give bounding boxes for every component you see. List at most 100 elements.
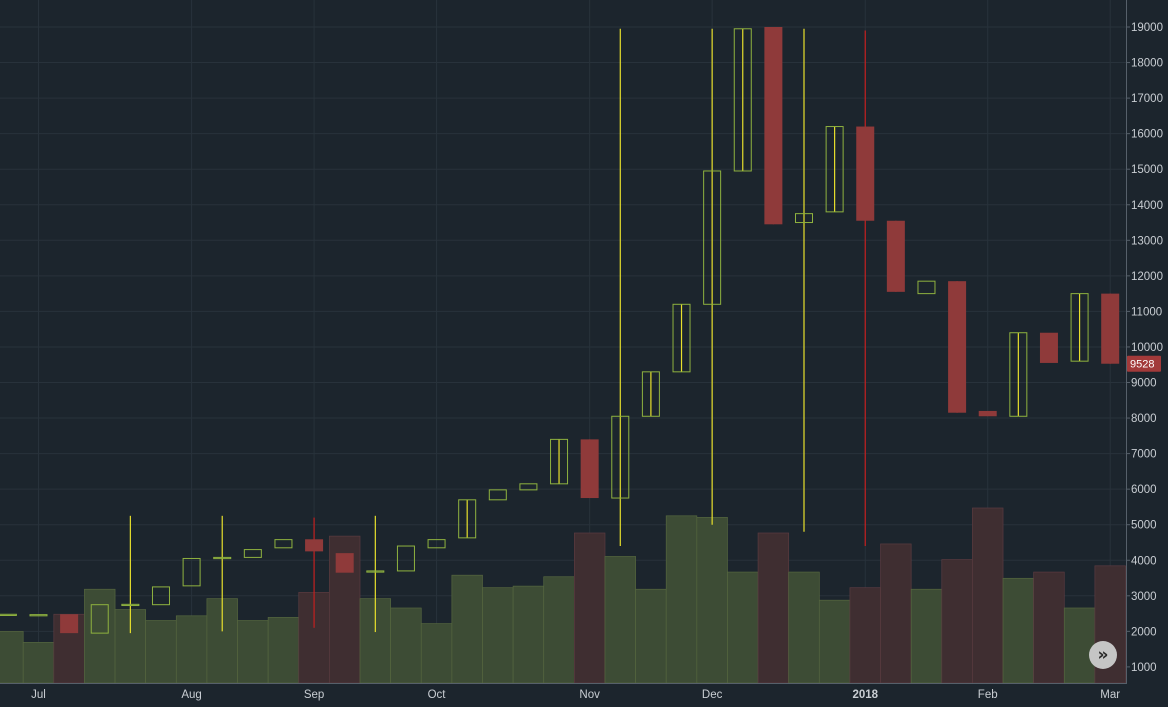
candle-body-up (488, 489, 507, 501)
candle-body-up (151, 586, 170, 606)
volume-bar (696, 517, 728, 684)
price-tick-label: 15000 (1131, 164, 1163, 176)
price-tick-label: 10000 (1131, 342, 1163, 354)
candle-body-up (427, 539, 446, 549)
volume-bar (665, 515, 698, 684)
price-tick-label: 9000 (1131, 378, 1157, 390)
volume-bar (145, 620, 177, 684)
candle-body-up (672, 303, 691, 373)
time-axis-bg (0, 684, 1126, 707)
volume-bar (237, 620, 269, 684)
price-tick-label: 6000 (1131, 484, 1157, 496)
price-tick-label: 13000 (1131, 235, 1163, 247)
candle-body-up (703, 170, 722, 305)
candle-body-up (1070, 293, 1089, 362)
volume-bar (543, 576, 575, 684)
candle-body-up (1009, 332, 1028, 417)
volume-bar (482, 587, 514, 684)
volume-bar (757, 532, 790, 684)
volume-bar (175, 615, 208, 684)
price-tick-label: 17000 (1131, 93, 1163, 105)
candle-body-up (396, 545, 415, 572)
candle-body-down (335, 553, 354, 573)
candle-body-down (978, 410, 997, 417)
price-tick-label: 12000 (1131, 271, 1163, 283)
candle-body-down (886, 220, 905, 292)
price-tick-label: 8000 (1131, 413, 1157, 425)
last-price-label: 9528 (1130, 359, 1154, 371)
candle-body-up (29, 614, 48, 617)
volume-bar (1002, 577, 1035, 684)
candle-body-up (795, 213, 813, 224)
candle-body-up (366, 570, 385, 573)
candle-body-down (60, 614, 79, 634)
volume-bar (420, 623, 453, 684)
candle-body-down (1101, 293, 1120, 364)
candle-body-up (90, 604, 109, 634)
candle-body-down (305, 539, 324, 552)
volume-bar (941, 559, 973, 684)
price-tick-label: 19000 (1131, 22, 1163, 34)
time-tick-label: Jul (31, 689, 46, 701)
candle-body-up (917, 280, 936, 295)
candle-body-up (825, 126, 844, 213)
last-price-marker: 9528 (1127, 355, 1161, 372)
price-tick-label: 14000 (1131, 200, 1163, 212)
candle-body-up (458, 499, 477, 539)
candle-body-down (764, 27, 783, 225)
last-price-badge (1127, 355, 1161, 372)
time-tick-label: Aug (181, 689, 201, 701)
time-axis[interactable]: Jul Aug Sep Oct Nov Dec 2018 Feb Mar (31, 689, 1120, 701)
volume-bar (573, 532, 606, 684)
price-tick-label: 4000 (1131, 555, 1157, 567)
time-tick-label: Dec (702, 689, 723, 701)
candle-body-up (274, 539, 293, 549)
candle-body-up (213, 556, 232, 560)
candle-body-up (182, 557, 201, 587)
volume-bar (1063, 607, 1096, 684)
volume-bar (390, 607, 422, 684)
candle-body-down (1039, 332, 1058, 363)
scroll-to-realtime-button[interactable]: » (1089, 641, 1117, 669)
time-tick-label: Sep (304, 689, 324, 701)
volume-bar (849, 587, 881, 684)
price-tick-label: 2000 (1131, 626, 1157, 638)
candle-body-down (580, 439, 599, 499)
price-tick-label: 5000 (1131, 520, 1157, 532)
volume-bar (972, 507, 1004, 684)
candle-body-down (948, 281, 967, 413)
candle-body-up (519, 483, 538, 491)
candle-body-up (121, 603, 140, 607)
candle-body-up (0, 613, 17, 616)
volume-bar (910, 588, 943, 684)
volume-bar (22, 642, 55, 684)
candle-bodies (0, 27, 1120, 634)
volume-bar (1033, 571, 1065, 684)
volume-bar (84, 588, 116, 684)
time-tick-label: 2018 (852, 689, 878, 701)
volume-bar (818, 599, 851, 684)
price-tick-label: 16000 (1131, 129, 1163, 141)
price-tick-label: 7000 (1131, 449, 1157, 461)
price-tick-label: 3000 (1131, 591, 1157, 603)
volume-bar (267, 617, 300, 684)
candle-body-up (611, 415, 630, 499)
time-tick-label: Nov (579, 689, 600, 701)
time-tick-label: Feb (978, 689, 998, 701)
volume-bar (451, 574, 483, 684)
candle-body-up (733, 28, 752, 172)
volume-bar (604, 556, 636, 684)
volume-bar (512, 585, 545, 684)
volume-bar (727, 571, 759, 684)
volume-bar (788, 571, 820, 684)
volume-bar (635, 588, 667, 684)
time-tick-label: Mar (1100, 689, 1120, 701)
candle-body-up (243, 549, 262, 558)
price-tick-label: 1000 (1131, 662, 1157, 674)
price-axis[interactable]: 1000 2000 3000 4000 5000 6000 7000 8000 9000 1000… (1126, 22, 1163, 674)
candle-body-up (641, 371, 660, 417)
price-tick-label: 18000 (1131, 58, 1163, 70)
candle-body-down (856, 126, 875, 221)
